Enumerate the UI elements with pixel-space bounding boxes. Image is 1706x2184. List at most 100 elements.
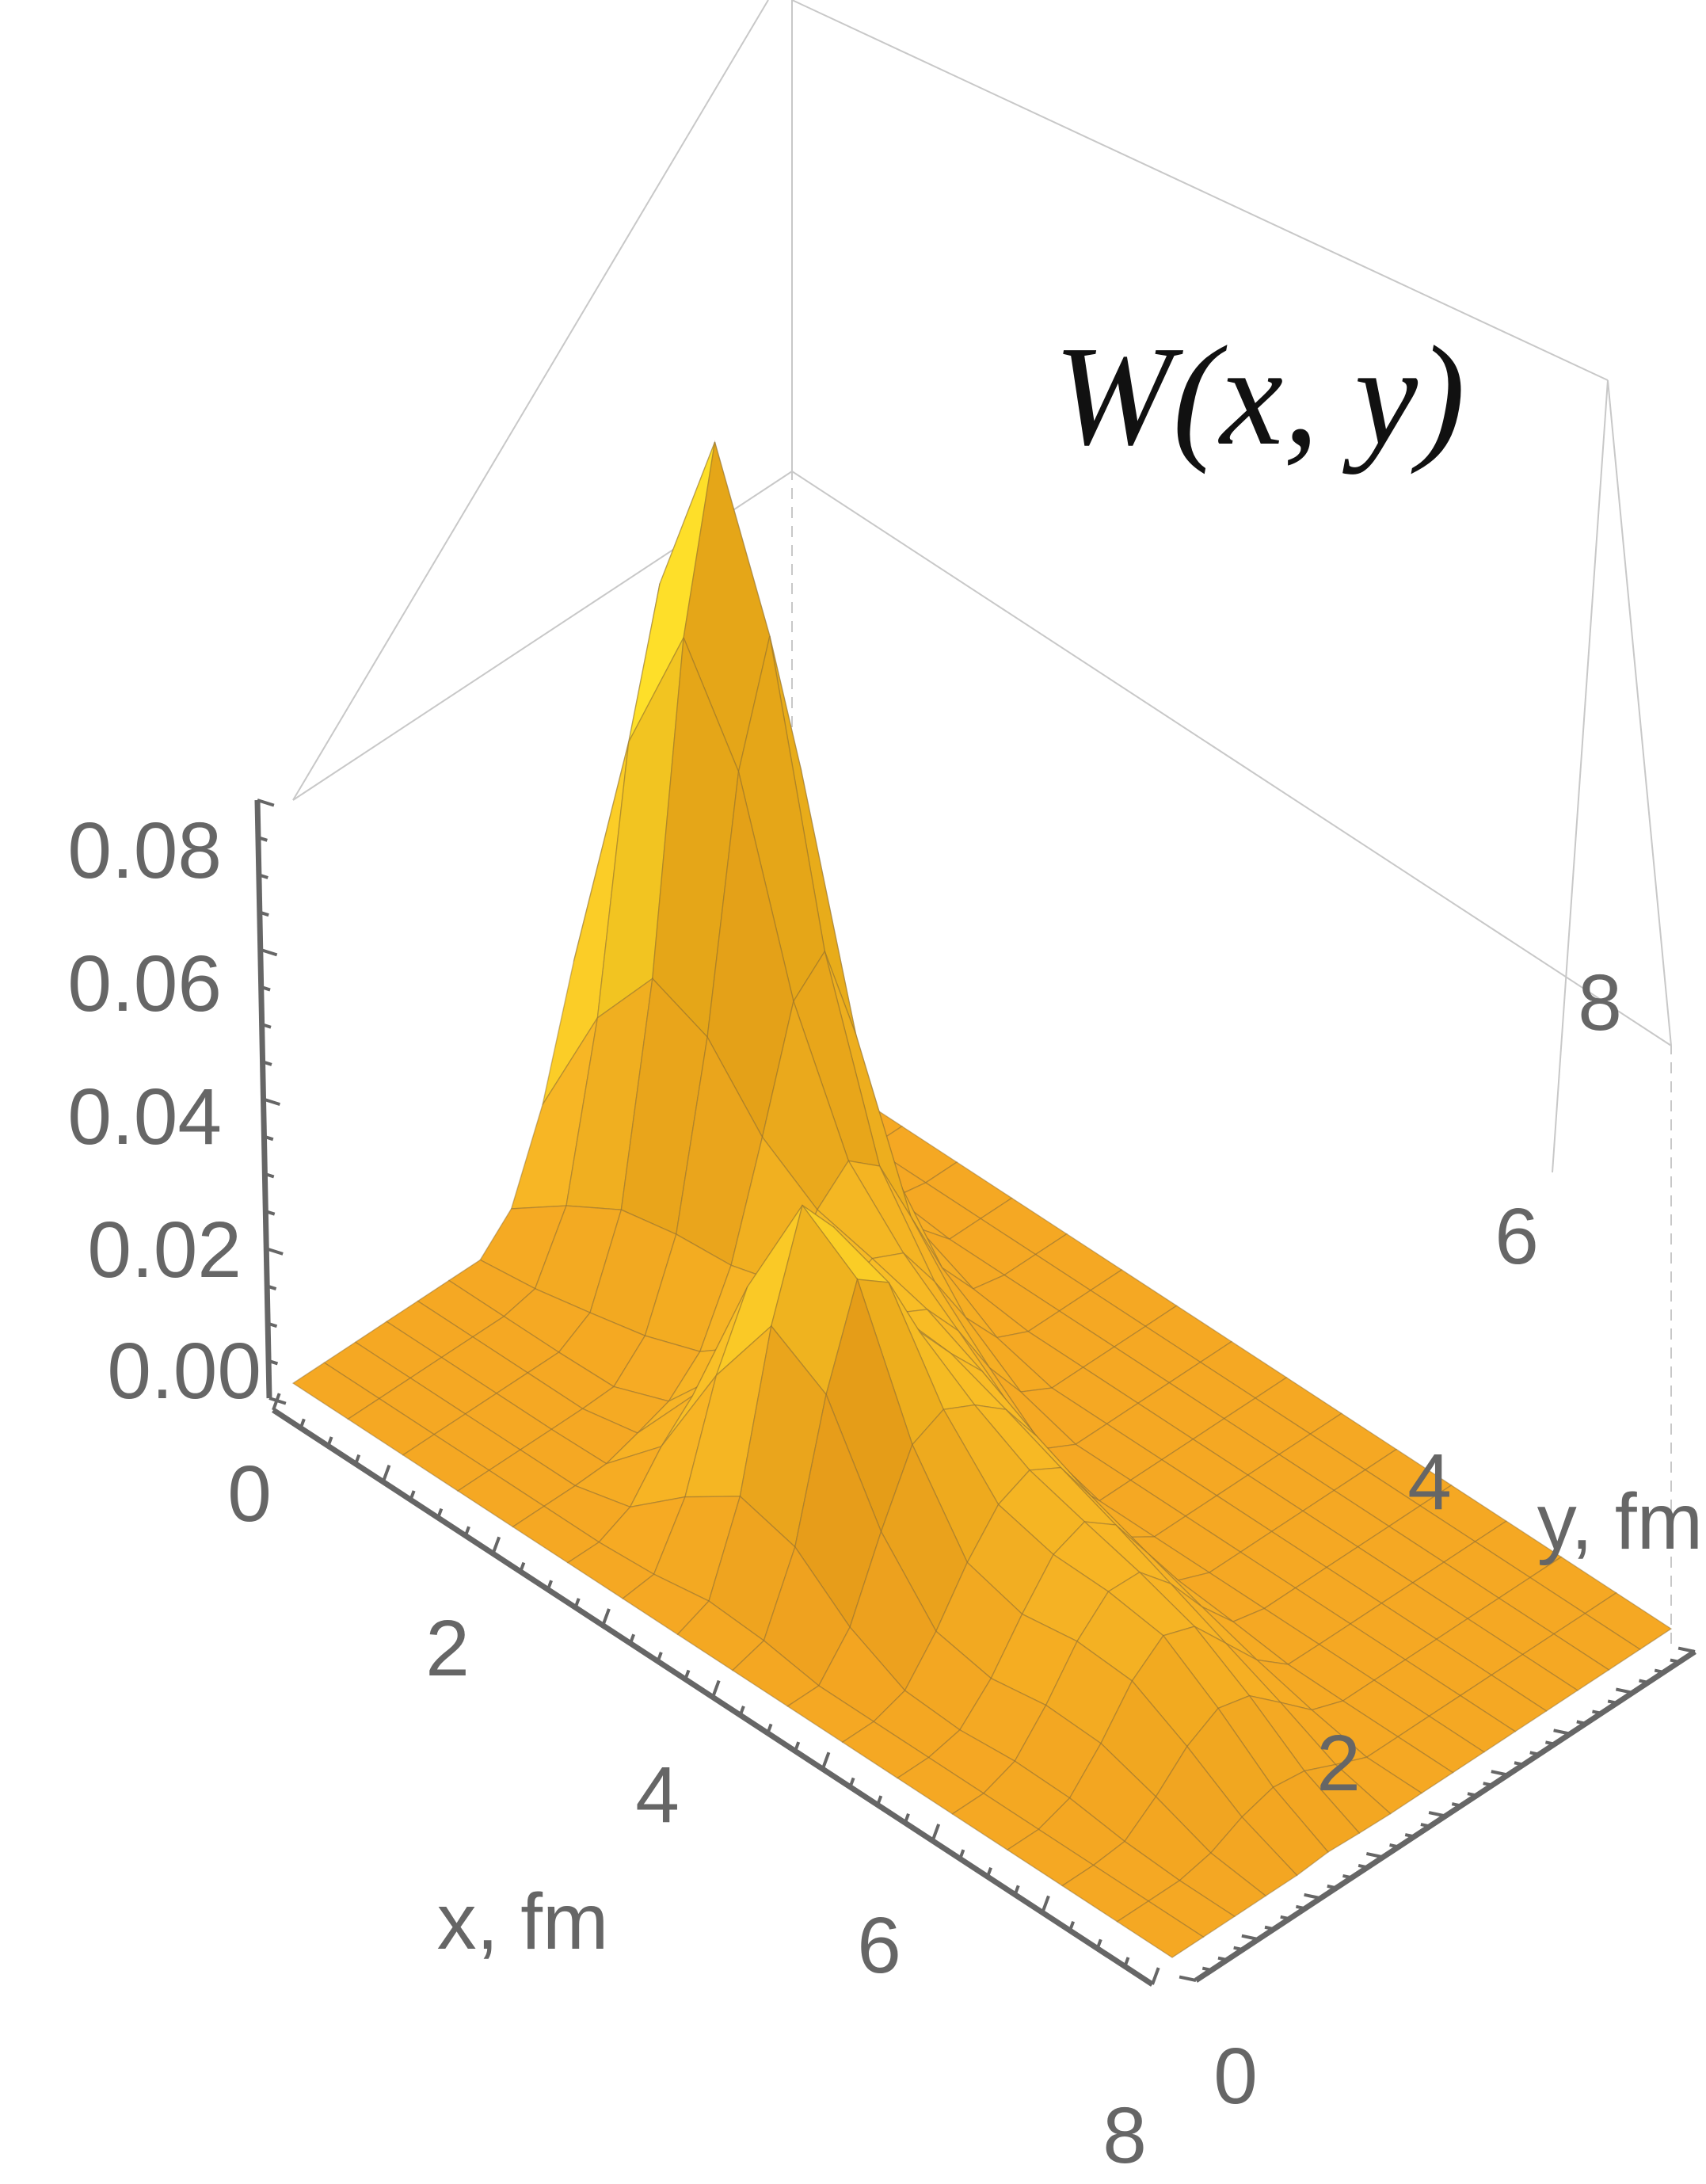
axis-tick [1041, 1895, 1050, 1914]
axis-tick [299, 1418, 306, 1429]
axis-tick [573, 1598, 581, 1608]
x-axis-minor-ticks [272, 1393, 1160, 1985]
surface-patch [1272, 1770, 1361, 1853]
box-edge [1552, 379, 1609, 1173]
axis-tick [267, 1321, 278, 1328]
y-tick-label: 4 [1407, 1438, 1452, 1527]
surface-patch [1396, 1715, 1486, 1774]
axis-tick [268, 1359, 279, 1366]
y-axis-minor-ticks [1179, 1646, 1696, 1982]
axis-tick [1217, 1956, 1228, 1962]
axis-tick [491, 1536, 501, 1554]
axis-tick [629, 1633, 636, 1645]
axis-tick [848, 1777, 855, 1788]
axis-tick [262, 1097, 281, 1107]
axis-tick [601, 1608, 611, 1626]
axis-tick [268, 1397, 287, 1405]
axis-tick [381, 1465, 391, 1483]
axis-tick [1654, 1668, 1665, 1674]
axis-tick [266, 1284, 277, 1290]
z-tick-label: 0.00 [107, 1327, 261, 1416]
axis-tick [794, 1741, 801, 1752]
y-tick-label: 6 [1495, 1192, 1539, 1281]
axis-tick [1639, 1679, 1649, 1684]
axis-tick [1013, 1885, 1020, 1896]
axis-tick [958, 1849, 965, 1860]
axis-tick [354, 1454, 361, 1465]
z-axis-minor-ticks [257, 799, 287, 1405]
axis-tick [261, 985, 271, 992]
x-tick-label: 8 [1102, 2091, 1147, 2180]
axis-tick [684, 1669, 691, 1680]
surface-patch [1147, 1880, 1236, 1938]
axis-tick [1467, 1792, 1477, 1797]
axis-tick [1545, 1740, 1556, 1746]
z-tick-label: 0.06 [67, 940, 222, 1028]
axis-tick [1179, 1975, 1197, 1982]
axis-tick [261, 1060, 272, 1066]
box-edge [292, 0, 769, 801]
surface-patch [1584, 1591, 1673, 1650]
surface-patch [1552, 1612, 1641, 1671]
axis-tick [1576, 1720, 1586, 1725]
axis-tick [519, 1561, 526, 1572]
x-axis-label: x, fm [437, 1877, 609, 1966]
surface-patch [1459, 1674, 1548, 1732]
surface-mesh [291, 440, 1673, 1958]
z-tick-label: 0.08 [67, 806, 222, 895]
axis-tick [903, 1813, 910, 1824]
axis-tick [1304, 1892, 1321, 1900]
axis-tick [1264, 1925, 1274, 1931]
x-tick-label: 0 [227, 1450, 272, 1538]
surface-patch [1116, 1900, 1205, 1958]
axis-tick [876, 1795, 883, 1806]
axis-tick [265, 1247, 284, 1256]
axis-tick [259, 910, 269, 917]
axis-tick [1677, 1646, 1696, 1653]
axis-tick [263, 1134, 274, 1142]
axis-tick [546, 1580, 553, 1591]
axis-tick [1514, 1761, 1524, 1767]
axis-tick [260, 947, 278, 957]
axes: 0.08 0.06 0.04 0.02 0.00 0 2 4 6 8 0 2 4… [67, 799, 1703, 2180]
axis-tick [257, 799, 275, 807]
axis-tick [1068, 1920, 1076, 1931]
axis-tick [1095, 1938, 1102, 1950]
axis-tick [738, 1706, 745, 1716]
axis-tick [821, 1751, 831, 1770]
chart-title: W(x, y) [1053, 317, 1465, 475]
axis-tick [1592, 1709, 1602, 1715]
axis-tick [1491, 1770, 1509, 1777]
box-edge [1607, 379, 1672, 1046]
z-tick-label: 0.02 [87, 1206, 242, 1294]
axis-tick [1420, 1823, 1430, 1828]
axis-tick [1404, 1833, 1415, 1839]
axis-tick [1670, 1658, 1680, 1664]
axis-tick [1428, 1811, 1446, 1818]
axis-tick [1241, 1934, 1259, 1942]
axis-tick [1615, 1687, 1633, 1694]
axis-tick [258, 873, 268, 879]
axis-tick [1358, 1863, 1368, 1870]
axis-tick [1451, 1802, 1462, 1808]
axis-tick [1529, 1751, 1540, 1756]
y-tick-label: 8 [1578, 959, 1622, 1047]
axis-tick [656, 1652, 663, 1662]
axis-tick [1123, 1957, 1130, 1968]
box-edge [791, 471, 1672, 1046]
axis-tick [436, 1507, 444, 1519]
surface-patch [1303, 1763, 1392, 1835]
axis-tick [985, 1866, 992, 1877]
axis-tick [766, 1723, 773, 1734]
box-edge [791, 0, 1609, 381]
axis-tick [463, 1526, 470, 1537]
axis-tick [1483, 1782, 1493, 1787]
z-tick-label: 0.04 [67, 1073, 222, 1161]
y-tick-label: 0 [1213, 2032, 1258, 2121]
axis-tick [1365, 1852, 1384, 1859]
axis-tick [326, 1436, 333, 1447]
axis-tick [1553, 1729, 1571, 1736]
axis-tick [1327, 1884, 1337, 1890]
axis-tick [264, 1172, 275, 1179]
axis-tick [1389, 1843, 1399, 1849]
